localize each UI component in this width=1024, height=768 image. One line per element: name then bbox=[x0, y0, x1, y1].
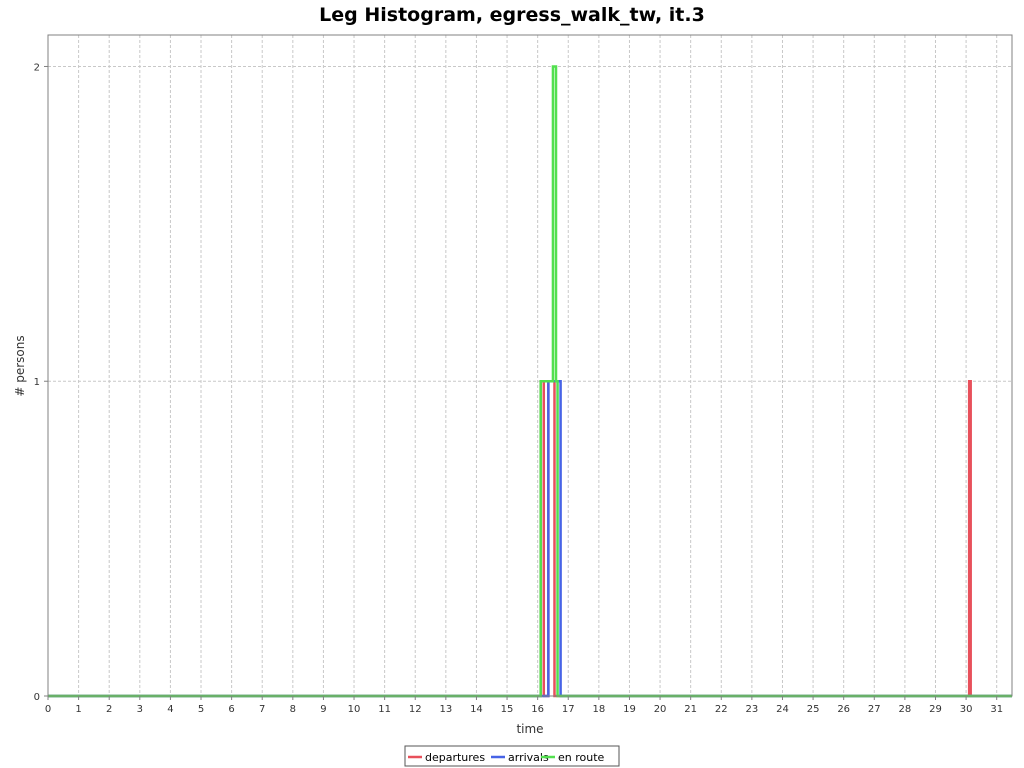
x-tick-label: 21 bbox=[684, 704, 697, 715]
x-tick-label: 7 bbox=[259, 704, 265, 715]
plot-area bbox=[48, 35, 1012, 696]
x-tick-label: 2 bbox=[106, 704, 112, 715]
x-tick-label: 15 bbox=[501, 704, 514, 715]
x-tick-label: 14 bbox=[470, 704, 483, 715]
x-tick-label: 31 bbox=[990, 704, 1003, 715]
x-tick-label: 10 bbox=[348, 704, 361, 715]
x-tick-label: 19 bbox=[623, 704, 636, 715]
x-tick-label: 13 bbox=[439, 704, 452, 715]
x-tick-label: 30 bbox=[960, 704, 973, 715]
x-tick-label: 9 bbox=[320, 704, 326, 715]
x-tick-label: 11 bbox=[378, 704, 391, 715]
chart-title: Leg Histogram, egress_walk_tw, it.3 bbox=[319, 4, 705, 26]
x-tick-label: 16 bbox=[531, 704, 544, 715]
x-tick-label: 20 bbox=[654, 704, 667, 715]
series-line-en-route bbox=[48, 65, 1012, 698]
x-axis-ticks: 0 1 2 3 4 5 6 7 8 9 10 11 12 13 14 15 16 17 18 19 20 21 22 23 24… bbox=[45, 696, 1003, 715]
legend-label: departures bbox=[425, 751, 485, 764]
x-tick-label: 3 bbox=[137, 704, 143, 715]
legend-label: en route bbox=[558, 751, 605, 764]
legend-label: arrivals bbox=[508, 751, 549, 764]
y-tick-label: 1 bbox=[34, 377, 40, 388]
grid-lines bbox=[47, 35, 1012, 697]
x-tick-label: 5 bbox=[198, 704, 204, 715]
x-tick-label: 8 bbox=[290, 704, 296, 715]
x-tick-label: 27 bbox=[868, 704, 881, 715]
x-tick-label: 0 bbox=[45, 704, 51, 715]
x-tick-label: 26 bbox=[837, 704, 850, 715]
x-tick-label: 18 bbox=[592, 704, 605, 715]
x-tick-label: 24 bbox=[776, 704, 789, 715]
legend: departures arrivals en route bbox=[404, 745, 620, 767]
x-tick-label: 22 bbox=[715, 704, 728, 715]
x-tick-label: 25 bbox=[807, 704, 820, 715]
y-tick-label: 0 bbox=[34, 692, 40, 703]
x-axis-label: time bbox=[516, 722, 543, 736]
x-tick-label: 29 bbox=[929, 704, 942, 715]
x-tick-label: 1 bbox=[75, 704, 81, 715]
x-tick-label: 23 bbox=[746, 704, 759, 715]
x-tick-label: 4 bbox=[167, 704, 173, 715]
x-tick-label: 12 bbox=[409, 704, 422, 715]
plot-border bbox=[47, 34, 1013, 697]
x-tick-label: 17 bbox=[562, 704, 575, 715]
y-axis-ticks: 0 1 2 bbox=[34, 62, 48, 703]
y-axis-label: # persons bbox=[13, 335, 27, 396]
legend-box bbox=[404, 745, 620, 767]
y-tick-label: 2 bbox=[34, 62, 40, 73]
x-tick-label: 28 bbox=[899, 704, 912, 715]
x-tick-label: 6 bbox=[228, 704, 234, 715]
